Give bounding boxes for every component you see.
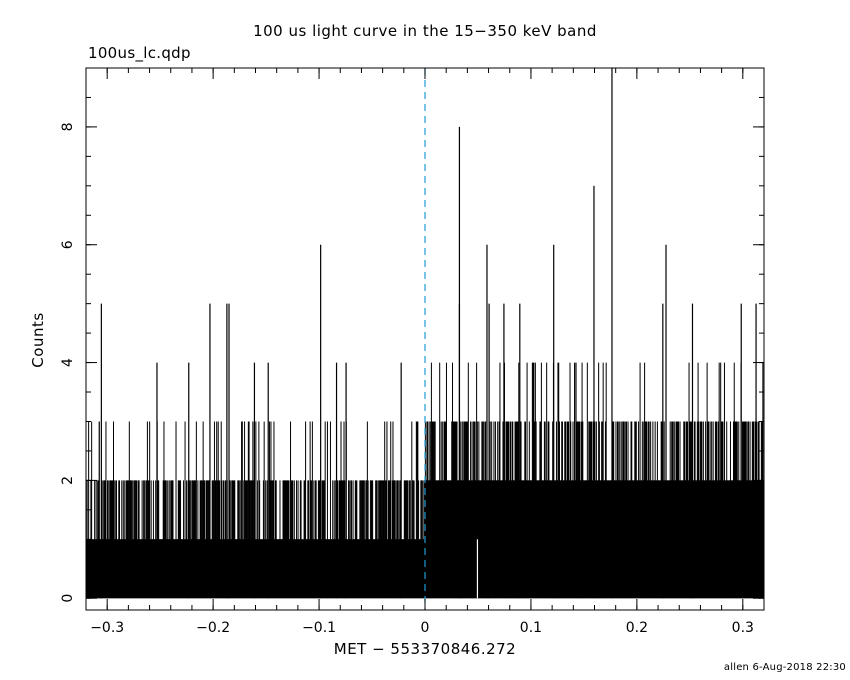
y-tick-label: 2: [60, 476, 76, 485]
x-tick-label: 0.2: [626, 620, 648, 636]
x-tick-label: 0.3: [732, 620, 754, 636]
chart-title: 100 us light curve in the 15−350 keV ban…: [253, 22, 597, 40]
x-tick-label: −0.2: [196, 620, 230, 636]
plot-file-label: 100us_lc.qdp: [88, 44, 191, 62]
timestamp-stamp: allen 6-Aug-2018 22:30: [723, 662, 846, 673]
x-tick-label: −0.3: [90, 620, 124, 636]
y-tick-label: 6: [60, 240, 76, 249]
y-tick-label: 4: [60, 358, 76, 367]
x-tick-label: −0.1: [302, 620, 336, 636]
x-axis-label: MET − 553370846.272: [333, 640, 517, 658]
x-tick-label: 0.1: [520, 620, 542, 636]
y-tick-label: 8: [60, 122, 76, 131]
x-tick-label: 0: [421, 620, 430, 636]
y-tick-label: 0: [60, 594, 76, 603]
